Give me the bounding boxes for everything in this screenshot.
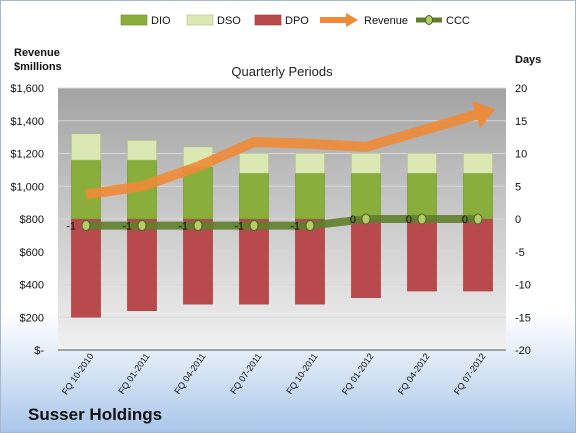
dpo-bar (239, 218, 269, 305)
dpo-bar (183, 218, 213, 305)
legend-swatch (120, 14, 148, 26)
legend-swatch (254, 14, 282, 26)
dso-bar (71, 133, 101, 161)
right-tick-label: 10 (515, 149, 527, 161)
left-axis-title-line1: Revenue (14, 47, 60, 59)
bars-layer (71, 133, 493, 318)
legend-label: DIO (151, 15, 171, 27)
ccc-marker (417, 213, 427, 225)
right-tick-label: -10 (515, 280, 531, 292)
dso-bar (351, 153, 381, 174)
ccc-line (86, 215, 478, 230)
revenue-arrowhead (472, 101, 496, 129)
legend-label: DSO (217, 15, 241, 27)
left-tick-label: $1,400 (10, 116, 44, 128)
right-tick-label: -15 (515, 312, 531, 324)
x-tick-label: FQ 07-2011 (228, 351, 263, 396)
ccc-data-label: -1 (178, 221, 188, 233)
revenue-line (85, 109, 480, 200)
left-tick-label: $200 (20, 312, 44, 324)
dpo-bar (351, 218, 381, 298)
right-tick-label: 0 (515, 214, 521, 226)
left-tick-label: $- (34, 345, 44, 357)
ccc-marker (249, 220, 259, 232)
ccc-marker (473, 213, 483, 225)
dio-bar (351, 172, 381, 220)
left-tick-label: $600 (20, 247, 44, 259)
x-tick-label: FQ 04-2011 (172, 351, 207, 396)
left-tick-label: $1,200 (10, 149, 44, 161)
lines-layer: -1 -1 -1 -1 -1 0 0 0 (66, 101, 496, 233)
ccc-marker (305, 220, 315, 232)
dpo-bar (127, 218, 157, 311)
legend-swatch (186, 14, 214, 26)
dso-bar (463, 153, 493, 174)
ccc-marker (81, 220, 91, 232)
x-tick-label: FQ 10-2010 (60, 351, 96, 396)
dpo-bar (71, 218, 101, 318)
ccc-marker (137, 220, 147, 232)
right-tick-label: 15 (515, 116, 527, 128)
x-tick-label: FQ 07-2012 (452, 351, 488, 396)
x-tick-label: FQ 01-2011 (116, 351, 151, 396)
right-axis-title: Days (515, 54, 541, 66)
dpo-bar (407, 218, 437, 292)
legend: DIO DSO DPO Revenue CCC (120, 13, 470, 27)
x-tick-label: FQ 04-2012 (396, 351, 432, 396)
dso-bar (295, 153, 325, 174)
dpo-bar (295, 218, 325, 305)
ccc-marker (193, 220, 203, 232)
dpo-bar (463, 218, 493, 292)
dso-bar (127, 140, 157, 161)
company-name: Susser Holdings (28, 405, 163, 424)
dio-bar (295, 172, 325, 220)
dio-bar (407, 172, 437, 220)
legend-label: DPO (285, 15, 309, 27)
right-tick-label: -20 (515, 345, 531, 357)
dso-bar (239, 153, 269, 174)
right-tick-label: 20 (515, 83, 527, 95)
right-tick-label: 5 (515, 181, 521, 193)
dio-bar (239, 172, 269, 220)
dso-bar (407, 153, 437, 174)
dio-bar (463, 172, 493, 220)
legend-swatch-marker (425, 15, 433, 25)
ccc-data-label: -1 (234, 221, 244, 233)
ccc-data-label: 0 (462, 214, 468, 226)
x-tick-label: FQ 01-2012 (340, 351, 376, 396)
ccc-marker (361, 213, 371, 225)
ccc-data-label: 0 (406, 214, 412, 226)
left-tick-label: $800 (20, 214, 44, 226)
ccc-data-label: -1 (66, 221, 76, 233)
legend-label: Revenue (364, 15, 408, 27)
ccc-data-label: -1 (122, 221, 132, 233)
legend-label: CCC (446, 15, 470, 27)
left-tick-label: $400 (20, 280, 44, 292)
left-tick-label: $1,600 (10, 83, 44, 95)
ccc-data-label: 0 (350, 214, 356, 226)
right-tick-label: -5 (515, 247, 525, 259)
left-tick-label: $1,000 (10, 181, 44, 193)
left-axis-title-line2: $millions (14, 61, 62, 73)
chart-title: Quarterly Periods (231, 64, 333, 79)
x-tick-label: FQ 10-2011 (284, 351, 319, 396)
ccc-data-label: -1 (290, 221, 300, 233)
legend-swatch-arrowhead (346, 13, 358, 27)
